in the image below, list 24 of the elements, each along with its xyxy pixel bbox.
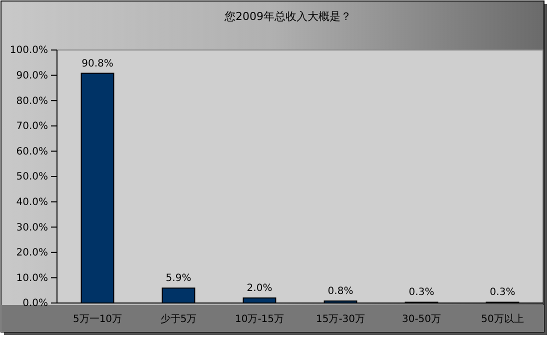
y-tick-label: 80.0% [16,96,48,107]
y-tick-label: 40.0% [16,197,48,208]
x-tick-label: 5万一10万 [72,314,122,326]
y-tick-label: 100.0% [10,45,48,56]
data-label: 2.0% [246,282,272,294]
y-tick-label: 60.0% [16,146,48,158]
data-label: 90.8% [82,58,114,70]
y-tick-label: 20.0% [16,248,48,259]
x-tick-label: 10万-15万 [234,314,284,326]
y-tick-label: 50.0% [16,172,48,183]
data-label: 0.3% [408,287,434,298]
data-label: 0.3% [490,287,516,298]
y-tick-label: 70.0% [16,121,48,132]
y-tick-label: 90.0% [16,70,48,82]
y-tick-label: 30.0% [16,222,48,234]
x-tick-label: 15万-30万 [316,314,366,326]
data-label: 0.8% [328,286,354,297]
x-tick-label: 少于5万 [160,313,197,326]
x-tick-label: 30-50万 [402,314,442,326]
y-tick-label: 0.0% [22,298,48,310]
y-tick-label: 10.0% [16,272,48,284]
chart-title: 您2009年总收入大概是？ [224,10,352,23]
data-label: 5.9% [166,273,192,284]
x-tick-label: 50万以上 [481,313,524,326]
